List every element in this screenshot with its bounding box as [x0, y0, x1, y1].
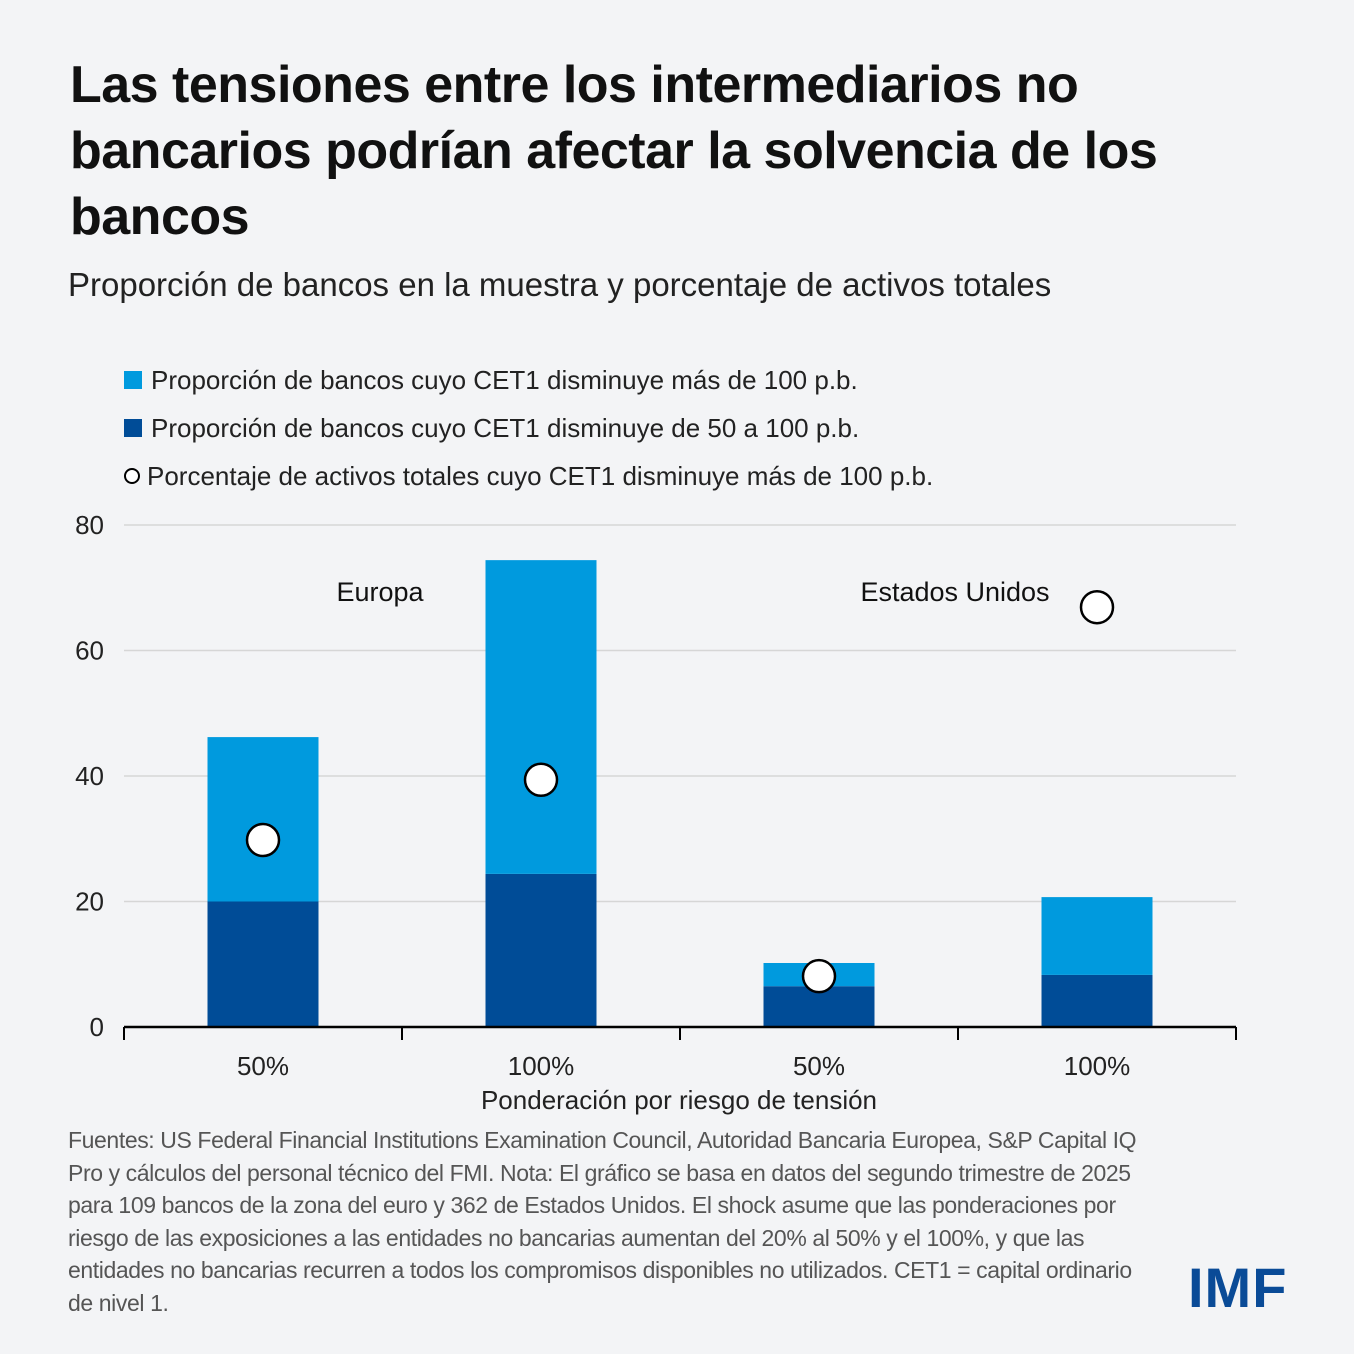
x-tick-label: 50% [793, 1051, 845, 1081]
x-tick-label: 50% [237, 1051, 289, 1081]
asset-share-point [523, 762, 559, 798]
y-tick-label: 60 [75, 636, 104, 666]
asset-share-point [245, 822, 281, 858]
y-tick-label: 80 [75, 510, 104, 540]
x-axis-label: Ponderación por riesgo de tensión [481, 1085, 877, 1115]
legend-label: Proporción de bancos cuyo CET1 disminuye… [151, 364, 858, 395]
legend-circle-icon [124, 468, 140, 484]
bar-segment-50-100 [207, 901, 319, 1027]
asset-share-point [1079, 589, 1115, 625]
group-label: Estados Unidos [860, 577, 1049, 607]
legend-item-50-100: Proporción de bancos cuyo CET1 disminuye… [124, 404, 933, 452]
chart-plot: 0 20 40 60 80 50% 100% 50% 100% Europa Estados U… [75, 510, 1237, 1115]
bar-segment-above-100 [485, 560, 597, 874]
source-note: Fuentes: US Federal Financial Institutio… [68, 1127, 1137, 1316]
x-tick-label: 100% [1064, 1051, 1131, 1081]
bar-segment-above-100 [207, 737, 319, 902]
imf-logo: IMF [1188, 1256, 1288, 1319]
legend-item-above-100: Proporción de bancos cuyo CET1 disminuye… [124, 356, 933, 404]
legend-label: Proporción de bancos cuyo CET1 disminuye… [151, 412, 860, 443]
legend: Proporción de bancos cuyo CET1 disminuye… [124, 356, 933, 500]
legend-item-assets: Porcentaje de activos totales cuyo CET1 … [124, 452, 933, 500]
legend-swatch-light-blue [124, 371, 142, 389]
chart-subtitle: Proporción de bancos en la muestra y por… [68, 266, 1052, 303]
chart-title: Las tensiones entre los intermediarios n… [70, 56, 1158, 246]
y-tick-label: 0 [90, 1012, 104, 1042]
y-tick-label: 20 [75, 887, 104, 917]
legend-swatch-dark-blue [124, 419, 142, 437]
asset-share-point [801, 958, 837, 994]
group-label: Europa [336, 577, 424, 607]
bar-segment-above-100 [1041, 897, 1153, 975]
x-tick-label: 100% [508, 1051, 575, 1081]
legend-label: Porcentaje de activos totales cuyo CET1 … [147, 460, 934, 491]
y-tick-label: 40 [75, 761, 104, 791]
bar-segment-50-100 [485, 873, 597, 1027]
bar-segment-50-100 [1041, 974, 1153, 1027]
